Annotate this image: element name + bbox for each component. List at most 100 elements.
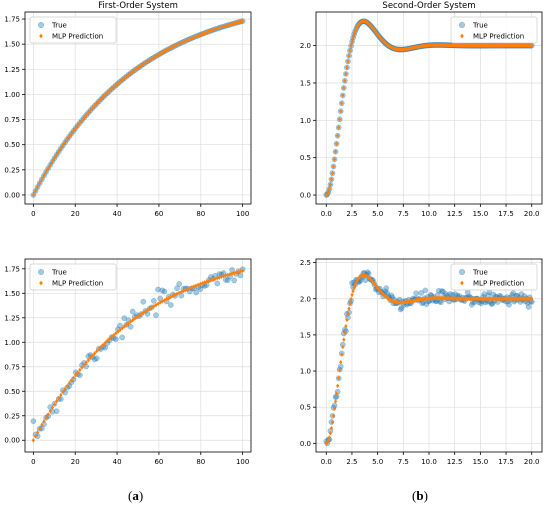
point-mlp-prediction <box>335 383 340 389</box>
point-mlp-prediction <box>112 333 116 338</box>
point-mlp-prediction <box>349 296 353 302</box>
point-mlp-prediction <box>337 125 341 130</box>
point-true <box>506 301 512 308</box>
point-mlp-prediction <box>84 360 88 365</box>
point-mlp-prediction <box>122 76 126 81</box>
point-mlp-prediction <box>348 48 352 53</box>
point-mlp-prediction <box>198 32 203 37</box>
x-tick-label: 12.5 <box>447 458 463 466</box>
point-true <box>167 302 174 308</box>
point-mlp-prediction <box>57 395 61 401</box>
y-tick-label: 0.00 <box>4 437 20 445</box>
y-tick-label: 1.25 <box>4 314 20 322</box>
legend-label-mlp-prediction: MLP Prediction <box>52 33 103 41</box>
point-mlp-prediction <box>169 45 173 51</box>
y-tick-label: 0.0 <box>300 192 311 200</box>
point-mlp-prediction <box>137 64 141 70</box>
point-mlp-prediction <box>192 35 196 40</box>
point-mlp-prediction <box>339 360 343 365</box>
point-mlp-prediction <box>143 60 148 66</box>
point-mlp-prediction <box>351 35 355 40</box>
y-tick-label: 0.25 <box>4 412 20 420</box>
point-mlp-prediction <box>326 190 330 195</box>
point-mlp-prediction <box>238 269 243 274</box>
legend-box <box>450 16 538 44</box>
point-mlp-prediction <box>224 273 228 278</box>
legend: True MLP Prediction <box>450 263 538 291</box>
point-mlp-prediction <box>69 131 74 136</box>
point-mlp-prediction <box>332 157 337 162</box>
series-mlp-prediction <box>31 268 245 443</box>
point-mlp-prediction <box>348 301 352 306</box>
point-mlp-prediction <box>33 434 38 439</box>
point-mlp-prediction <box>63 386 67 392</box>
point-true <box>388 292 395 299</box>
point-mlp-prediction <box>166 46 171 52</box>
point-mlp-prediction <box>59 146 63 151</box>
point-mlp-prediction <box>349 43 353 49</box>
panel-first-order-clean: 0 20 40 60 80 100 0.00 0.25 0.50 0.75 1.00 1.25 1.50… <box>4 1 252 218</box>
point-mlp-prediction <box>228 272 232 277</box>
caption-a-label: a <box>132 488 139 503</box>
point-mlp-prediction <box>371 26 375 31</box>
point-mlp-prediction <box>171 293 175 299</box>
point-mlp-prediction <box>95 348 99 354</box>
legend-box <box>29 16 117 44</box>
point-mlp-prediction <box>141 62 145 67</box>
point-mlp-prediction <box>342 85 346 91</box>
point-mlp-prediction <box>71 128 76 134</box>
point-mlp-prediction <box>240 18 245 24</box>
point-mlp-prediction <box>54 152 59 158</box>
caption-b: (b) <box>412 488 428 503</box>
point-mlp-prediction <box>73 125 78 131</box>
point-mlp-prediction <box>65 383 69 389</box>
y-tick-label: 0.75 <box>4 116 20 124</box>
point-mlp-prediction <box>35 184 40 190</box>
point-mlp-prediction <box>86 110 90 116</box>
point-mlp-prediction <box>48 408 52 414</box>
point-mlp-prediction <box>160 299 164 304</box>
legend-label-mlp-prediction: MLP Prediction <box>473 33 524 41</box>
point-mlp-prediction <box>118 327 122 333</box>
x-tick-label: 10.0 <box>421 210 437 218</box>
point-true <box>488 301 495 307</box>
y-tick-label: 0.5 <box>300 404 311 412</box>
point-mlp-prediction <box>38 180 42 186</box>
point-mlp-prediction <box>345 65 349 70</box>
x-tick-label: 0.0 <box>321 458 332 466</box>
point-mlp-prediction <box>73 372 78 378</box>
point-mlp-prediction <box>378 35 382 40</box>
x-tick-label: 10.0 <box>421 458 437 466</box>
point-mlp-prediction <box>331 164 336 169</box>
point-mlp-prediction <box>234 270 238 275</box>
point-mlp-prediction <box>128 71 133 76</box>
point-true <box>127 323 134 330</box>
point-mlp-prediction <box>90 105 95 111</box>
point-mlp-prediction <box>327 435 332 440</box>
point-mlp-prediction <box>31 438 36 443</box>
legend-label-mlp-prediction: MLP Prediction <box>473 280 524 288</box>
point-mlp-prediction <box>181 39 186 45</box>
x-tick-label: 60 <box>154 458 163 466</box>
point-mlp-prediction <box>327 186 332 192</box>
x-tick-label: 15.0 <box>473 458 489 466</box>
point-true <box>176 281 183 287</box>
point-mlp-prediction <box>42 173 46 178</box>
point-mlp-prediction <box>347 53 351 59</box>
point-mlp-prediction <box>234 20 238 26</box>
legend-box <box>29 263 117 291</box>
point-mlp-prediction <box>101 342 105 348</box>
point-mlp-prediction <box>84 113 88 118</box>
point-mlp-prediction <box>80 365 84 370</box>
point-mlp-prediction <box>334 141 339 146</box>
point-true <box>91 356 98 363</box>
point-mlp-prediction <box>44 415 48 421</box>
point-mlp-prediction <box>347 306 351 311</box>
point-true <box>151 297 157 304</box>
point-true <box>224 277 231 283</box>
point-mlp-prediction <box>329 177 334 182</box>
panel-first-order-noisy: 0 20 40 60 80 100 0.00 0.25 0.50 0.75 1.00 1.25 1.50… <box>4 258 252 466</box>
legend-marker-true <box>458 268 466 276</box>
point-mlp-prediction <box>365 20 370 26</box>
point-mlp-prediction <box>59 392 63 398</box>
